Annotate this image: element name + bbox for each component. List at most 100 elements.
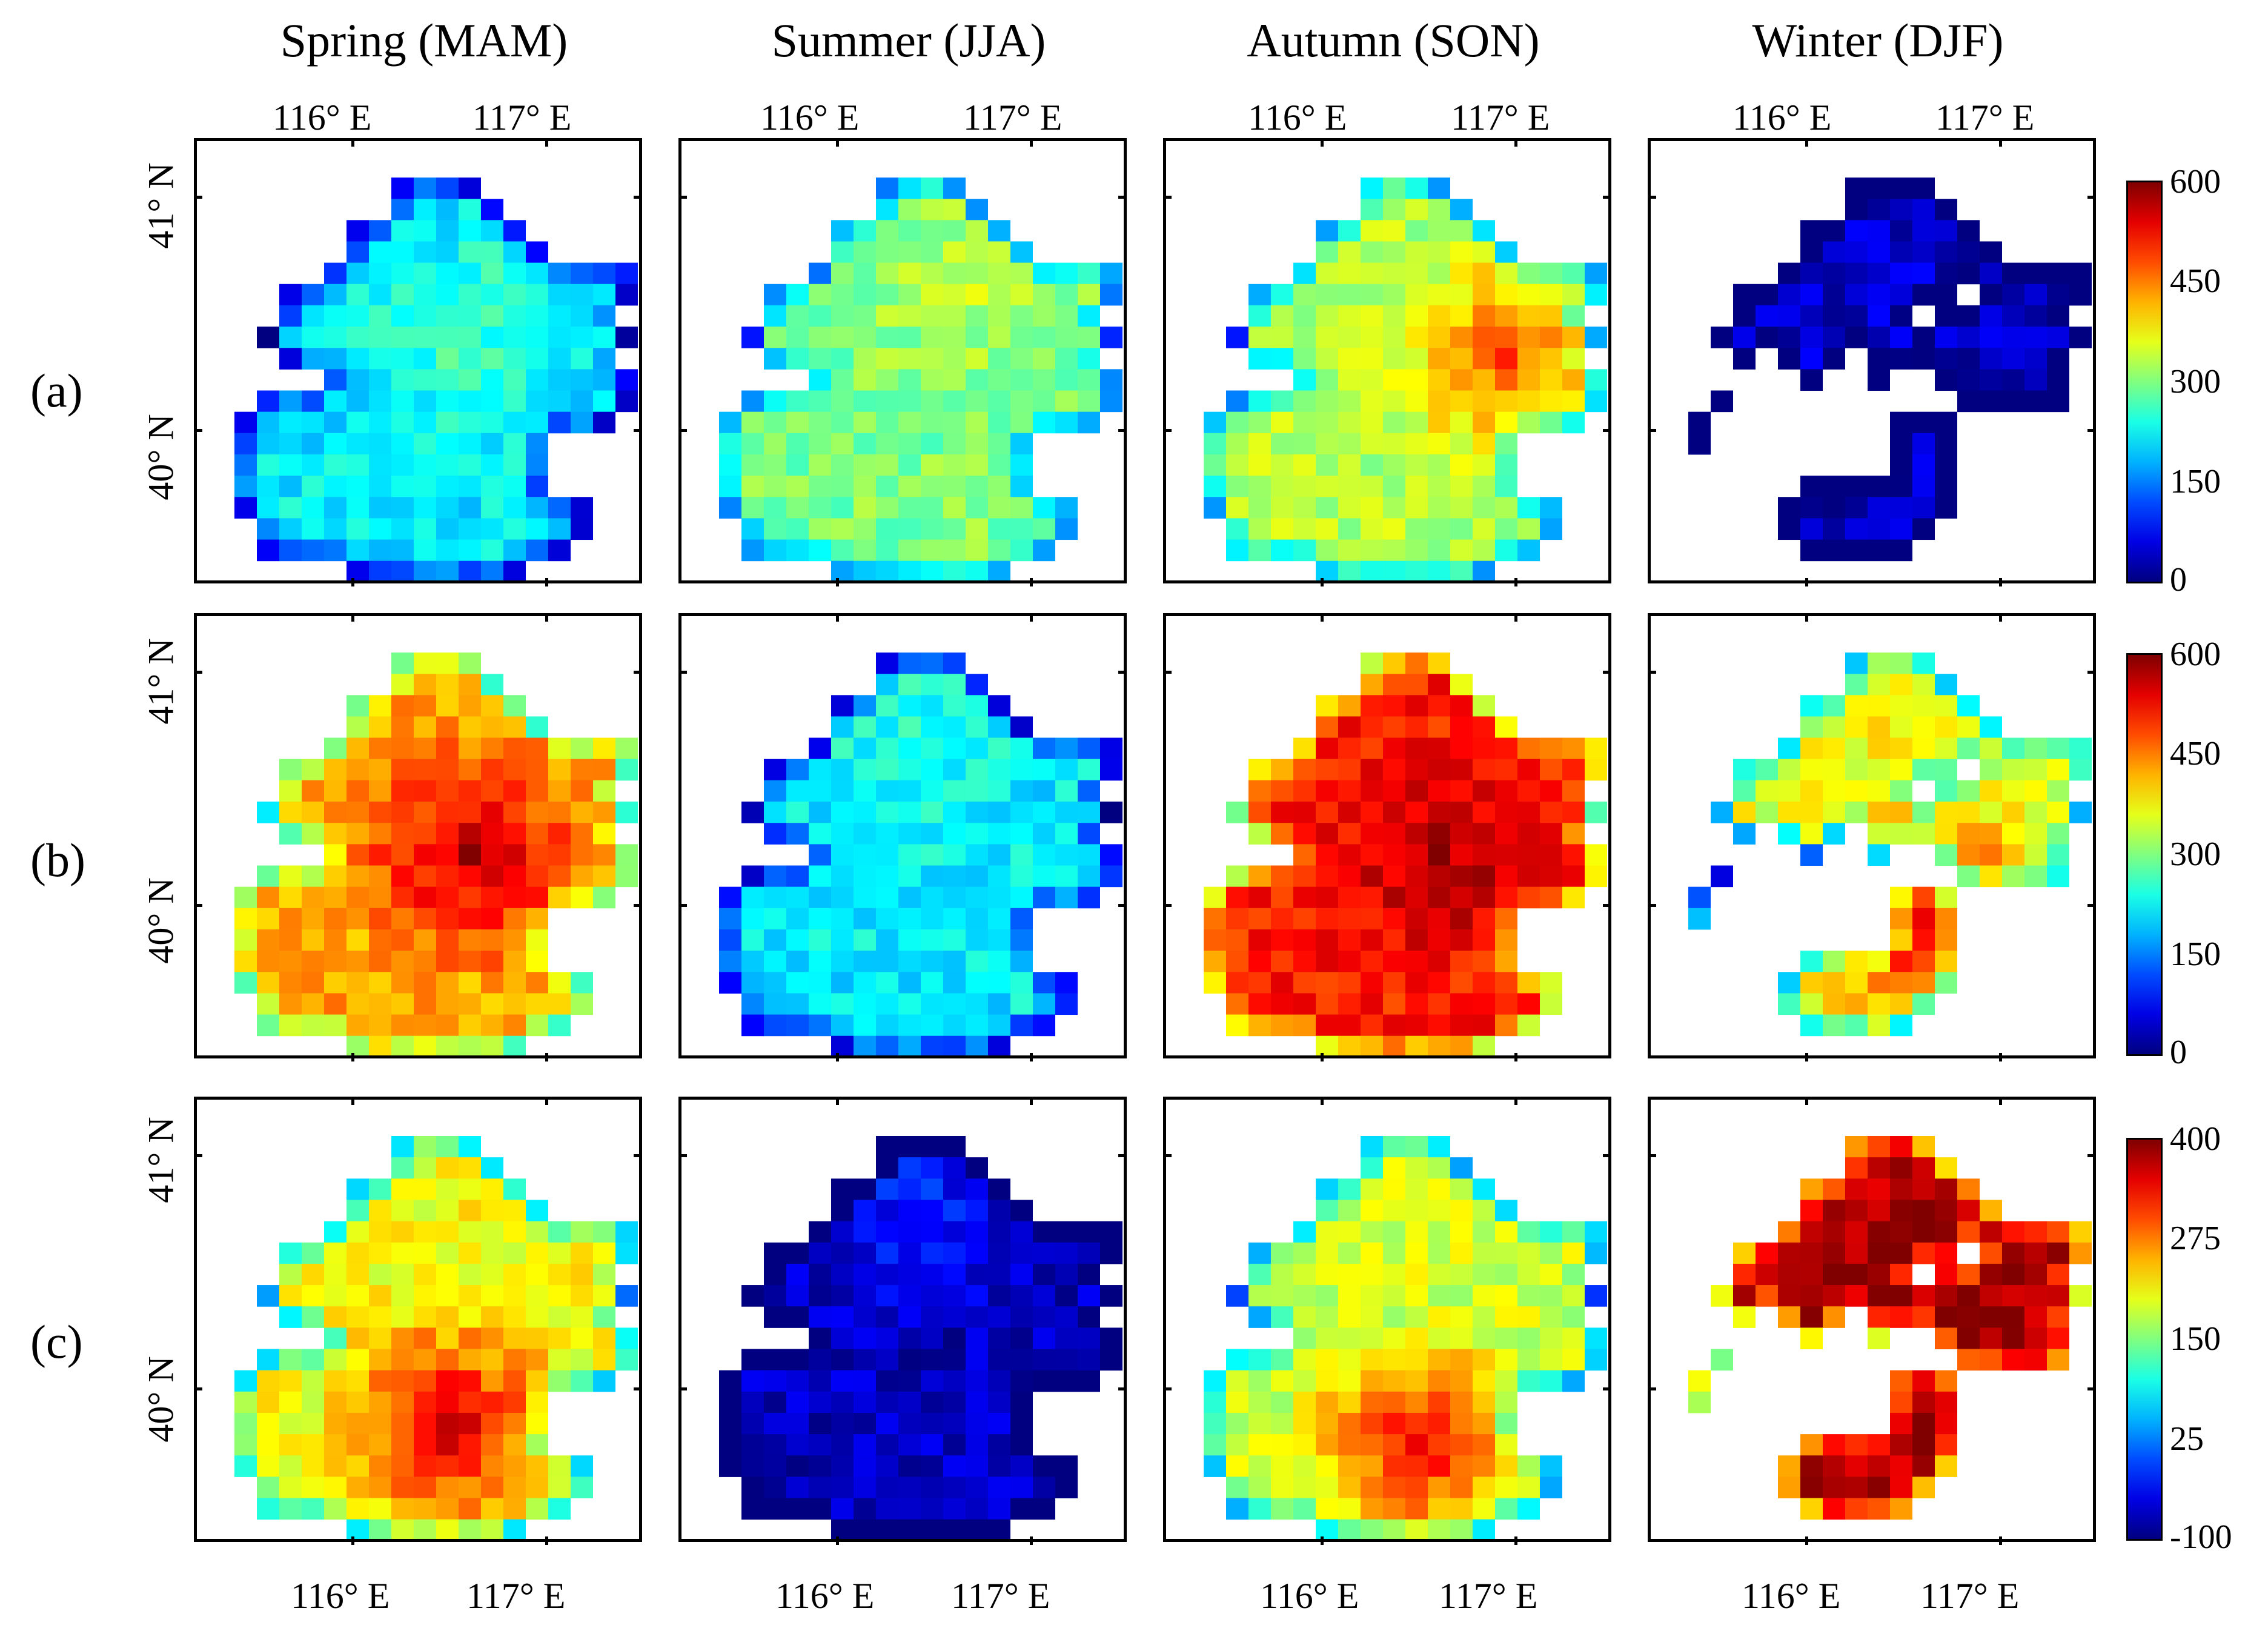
- axis-tick: [351, 1053, 354, 1061]
- grid-cell: [1293, 951, 1316, 972]
- grid-cell: [459, 929, 481, 951]
- axis-tick: [1805, 138, 1808, 147]
- grid-cell: [459, 993, 481, 1015]
- grid-cell: [1383, 1136, 1405, 1158]
- grid-cell: [1517, 390, 1540, 413]
- grid-cell: [876, 1477, 898, 1499]
- grid-cell: [1450, 972, 1473, 994]
- grid-cell: [831, 1477, 854, 1499]
- grid-cell: [1562, 1263, 1585, 1286]
- grid-cell: [943, 653, 966, 674]
- grid-cell: [1405, 1412, 1428, 1435]
- grid-cell: [719, 1455, 741, 1477]
- grid-cell: [1383, 178, 1405, 199]
- grid-cell: [741, 993, 764, 1015]
- grid-cell: [1405, 759, 1428, 781]
- grid-cell: [391, 716, 414, 739]
- grid-cell: [1495, 305, 1517, 327]
- grid-cell: [391, 653, 414, 674]
- grid-cell: [1473, 972, 1495, 994]
- grid-cell: [943, 411, 966, 434]
- grid-cell: [1248, 1477, 1271, 1499]
- axis-tick: [836, 578, 839, 586]
- grid-cell: [1226, 972, 1248, 994]
- grid-cell: [1845, 199, 1868, 221]
- grid-cell: [1361, 1327, 1383, 1349]
- grid-cell: [481, 929, 503, 951]
- grid-cell: [324, 951, 346, 972]
- grid-cell: [414, 1157, 436, 1179]
- grid-cell: [1890, 1477, 1912, 1499]
- grid-cell: [1912, 454, 1935, 476]
- grid-cell: [1226, 1014, 1248, 1037]
- grid-cell: [943, 1200, 966, 1222]
- grid-cell: [391, 674, 414, 696]
- grid-cell: [831, 305, 854, 327]
- grid-cell: [279, 1306, 302, 1328]
- grid-cell: [1428, 1157, 1450, 1179]
- grid-cell: [854, 390, 876, 413]
- grid-cell: [279, 454, 302, 476]
- grid-cell: [1957, 327, 1980, 348]
- grid-cell: [1957, 1327, 1980, 1349]
- grid-cell: [1033, 972, 1055, 994]
- bottom-lon-label: 116° E: [775, 1576, 875, 1616]
- grid-cell: [1450, 284, 1473, 306]
- grid-cell: [1935, 1285, 1957, 1307]
- grid-cell: [1428, 929, 1450, 951]
- grid-cell: [2024, 1242, 2047, 1264]
- grid-cell: [854, 886, 876, 909]
- grid-cell: [943, 1178, 966, 1200]
- grid-cell: [921, 780, 943, 802]
- grid-cell: [1912, 497, 1935, 519]
- grid-cell: [921, 348, 943, 370]
- grid-cell: [526, 284, 548, 306]
- grid-cell: [1055, 369, 1078, 391]
- axis-tick: [351, 578, 354, 586]
- grid-cell: [1383, 327, 1405, 348]
- map-cells: [234, 653, 638, 1055]
- grid-cell: [898, 1136, 921, 1158]
- grid-cell: [369, 305, 391, 327]
- grid-cell: [1756, 327, 1778, 348]
- grid-cell: [436, 674, 459, 696]
- grid-cell: [1361, 1178, 1383, 1200]
- grid-cell: [943, 1477, 966, 1499]
- grid-cell: [921, 560, 943, 580]
- grid-cell: [1316, 929, 1338, 951]
- grid-cell: [459, 390, 481, 413]
- grid-cell: [279, 476, 302, 497]
- grid-cell: [1428, 327, 1450, 348]
- grid-cell: [1383, 199, 1405, 221]
- grid-cell: [1428, 178, 1450, 199]
- grid-cell: [346, 780, 369, 802]
- grid-cell: [966, 1519, 988, 1539]
- grid-cell: [1800, 284, 1823, 306]
- grid-cell: [1733, 1306, 1756, 1328]
- grid-cell: [1055, 497, 1078, 519]
- grid-cell: [1405, 411, 1428, 434]
- axis-tick: [1163, 1387, 1172, 1390]
- grid-cell: [786, 539, 809, 562]
- grid-cell: [1316, 972, 1338, 994]
- grid-cell: [369, 1221, 391, 1243]
- grid-cell: [1473, 390, 1495, 413]
- grid-cell: [1890, 1455, 1912, 1477]
- grid-cell: [988, 1412, 1010, 1435]
- grid-cell: [1800, 1285, 1823, 1307]
- grid-cell: [369, 262, 391, 285]
- grid-cell: [943, 886, 966, 909]
- grid-cell: [1338, 262, 1361, 285]
- axis-tick: [194, 1387, 202, 1390]
- axis-tick: [351, 613, 354, 622]
- grid-cell: [1890, 178, 1912, 199]
- grid-cell: [1562, 823, 1585, 845]
- grid-cell: [1271, 1412, 1293, 1435]
- grid-cell: [988, 1370, 1010, 1392]
- grid-cell: [921, 199, 943, 221]
- grid-cell: [459, 759, 481, 781]
- grid-cell: [831, 1178, 854, 1200]
- grid-cell: [943, 1306, 966, 1328]
- grid-cell: [1428, 220, 1450, 242]
- grid-cell: [414, 241, 436, 264]
